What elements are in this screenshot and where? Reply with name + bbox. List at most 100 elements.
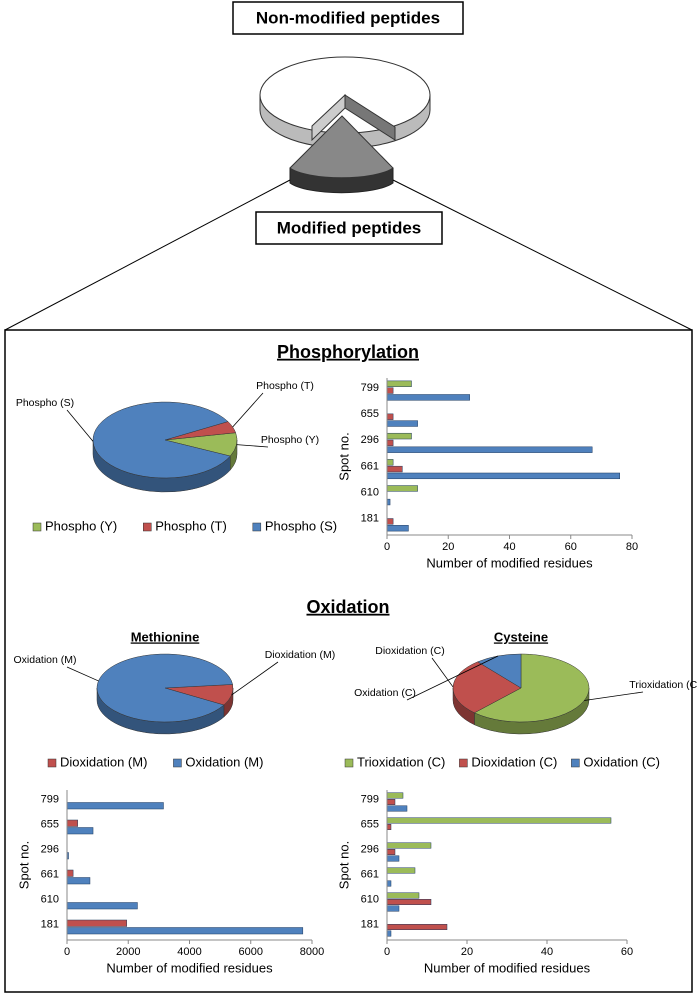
pie-slice bbox=[452, 661, 522, 714]
bar bbox=[386, 459, 394, 466]
y-tick-label: 661 bbox=[361, 868, 379, 880]
y-tick-label: 296 bbox=[361, 434, 379, 446]
y-tick-label: 181 bbox=[361, 918, 379, 930]
slice-label: Dioxidation (C) bbox=[375, 645, 445, 657]
legend-label: Oxidation (C) bbox=[583, 754, 660, 769]
pie-slice bbox=[473, 653, 590, 723]
x-tick-label: 0 bbox=[384, 541, 390, 553]
bar bbox=[386, 394, 470, 401]
bar bbox=[386, 792, 404, 799]
legend-label: Phospho (S) bbox=[265, 518, 337, 533]
bar bbox=[386, 892, 420, 899]
x-tick-label: 20 bbox=[461, 946, 473, 958]
slice-label: Phospho (T) bbox=[256, 380, 314, 392]
bar bbox=[386, 880, 392, 887]
y-tick-label: 799 bbox=[361, 793, 379, 805]
bar bbox=[386, 849, 396, 855]
bar bbox=[386, 924, 448, 930]
leader-line bbox=[406, 655, 499, 701]
legend-label: Trioxidation (C) bbox=[357, 754, 445, 769]
legend-label: Oxidation (M) bbox=[185, 754, 263, 769]
bar bbox=[66, 919, 127, 927]
bar bbox=[386, 446, 593, 453]
legend-swatch bbox=[32, 522, 42, 532]
leader-line bbox=[431, 657, 454, 688]
x-tick-label: 8000 bbox=[300, 946, 324, 958]
legend-label: Dioxidation (M) bbox=[60, 754, 147, 769]
slice-label: Oxidation (M) bbox=[13, 654, 77, 666]
wedge bbox=[289, 115, 394, 179]
bar bbox=[66, 927, 304, 935]
x-axis-label: Number of modified residues bbox=[424, 960, 591, 975]
x-tick-label: 0 bbox=[384, 946, 390, 958]
legend-label: Phospho (T) bbox=[155, 518, 227, 533]
bar bbox=[386, 472, 620, 480]
bar bbox=[386, 905, 400, 912]
legend-label: Dioxidation (C) bbox=[471, 754, 557, 769]
pie-title: Cysteine bbox=[494, 629, 548, 644]
section-title: Oxidation bbox=[306, 597, 389, 617]
bar bbox=[386, 842, 432, 849]
y-tick-label: 661 bbox=[361, 460, 379, 472]
pie-slice bbox=[92, 401, 231, 479]
y-tick-label: 610 bbox=[41, 893, 59, 905]
leader-line bbox=[236, 444, 269, 448]
top-label: Non-modified peptides bbox=[256, 8, 440, 27]
y-tick-label: 181 bbox=[41, 918, 59, 930]
bar bbox=[386, 817, 612, 824]
section-title: Phosphorylation bbox=[277, 342, 419, 362]
x-tick-label: 20 bbox=[442, 541, 454, 553]
x-tick-label: 60 bbox=[565, 541, 577, 553]
bar bbox=[386, 380, 412, 387]
bar bbox=[386, 899, 432, 905]
y-tick-label: 610 bbox=[361, 893, 379, 905]
bar bbox=[66, 827, 94, 835]
connector bbox=[4, 179, 291, 331]
x-tick-label: 40 bbox=[541, 946, 553, 958]
legend-swatch bbox=[571, 758, 580, 768]
y-tick-label: 655 bbox=[361, 408, 379, 420]
leader-line bbox=[66, 409, 94, 442]
bar bbox=[66, 802, 164, 810]
x-tick-label: 4000 bbox=[177, 946, 201, 958]
x-tick-label: 40 bbox=[503, 541, 515, 553]
y-tick-label: 296 bbox=[361, 843, 379, 855]
bar bbox=[386, 465, 403, 473]
bar bbox=[66, 819, 78, 827]
legend-swatch bbox=[252, 522, 262, 532]
bar bbox=[386, 413, 394, 420]
leader-line bbox=[232, 392, 264, 428]
bar bbox=[386, 930, 392, 937]
top-pie-cut bbox=[344, 94, 396, 141]
legend-swatch bbox=[47, 758, 57, 768]
y-tick-label: 610 bbox=[361, 487, 379, 499]
leader-line bbox=[66, 666, 99, 682]
slice-label: Dioxidation (M) bbox=[264, 649, 336, 661]
x-axis-label: Number of modified residues bbox=[106, 960, 273, 975]
bar bbox=[66, 902, 138, 910]
bar bbox=[66, 877, 91, 885]
y-axis-label: Spot no. bbox=[336, 432, 351, 480]
bar bbox=[386, 439, 394, 447]
bar bbox=[386, 420, 418, 427]
box bbox=[232, 1, 464, 35]
pie-slice bbox=[477, 653, 522, 689]
box bbox=[255, 211, 443, 245]
bar bbox=[386, 855, 400, 862]
legend-label: Phospho (Y) bbox=[45, 518, 117, 533]
bottom-label: Modified peptides bbox=[277, 218, 422, 237]
connector bbox=[392, 179, 693, 331]
x-tick-label: 0 bbox=[64, 946, 70, 958]
y-tick-label: 799 bbox=[41, 793, 59, 805]
legend-swatch bbox=[173, 758, 182, 768]
leader-line bbox=[231, 661, 279, 696]
legend-swatch bbox=[459, 758, 468, 768]
slice-label: Oxidation (C) bbox=[354, 687, 416, 699]
x-tick-label: 60 bbox=[621, 946, 633, 958]
y-tick-label: 655 bbox=[41, 818, 59, 830]
bar bbox=[386, 799, 396, 805]
bar bbox=[66, 869, 74, 877]
x-tick-label: 6000 bbox=[239, 946, 263, 958]
